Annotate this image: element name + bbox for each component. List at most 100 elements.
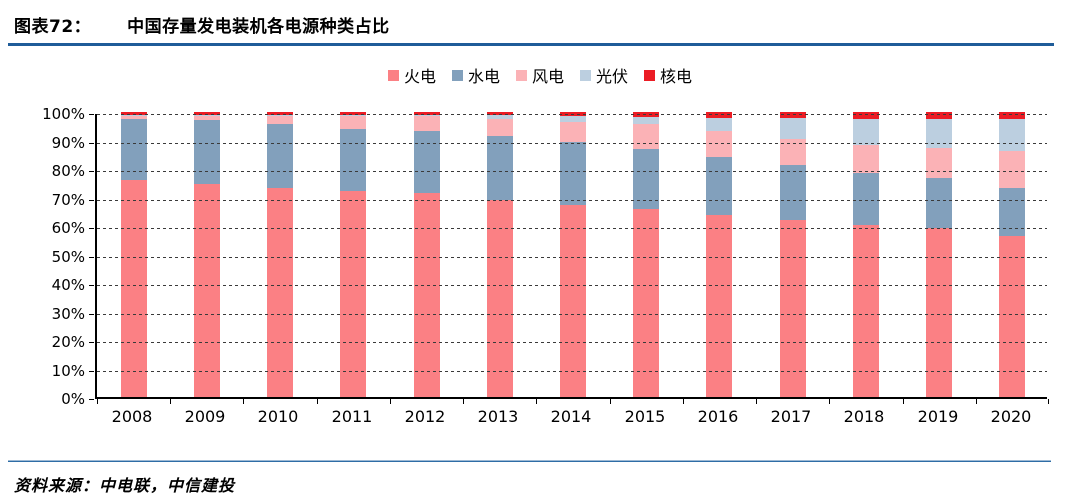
bar-segment-2010-风电 bbox=[267, 115, 293, 124]
figure-number-label: 图表72： bbox=[14, 17, 92, 37]
bar-segment-2018-光伏 bbox=[853, 118, 879, 146]
y-axis-tick bbox=[89, 143, 94, 144]
gridline-40 bbox=[97, 285, 1047, 286]
y-axis-label-30: 30% bbox=[51, 305, 85, 323]
bar-segment-2009-水电 bbox=[194, 120, 220, 185]
bar-segment-2008-火电 bbox=[121, 180, 147, 397]
bar-segment-2010-水电 bbox=[267, 123, 293, 188]
x-axis-label-2017: 2017 bbox=[770, 407, 812, 426]
y-axis-label-80: 80% bbox=[51, 162, 85, 180]
x-axis-label-2018: 2018 bbox=[843, 407, 885, 426]
bar-segment-2014-火电 bbox=[560, 204, 586, 397]
bar-segment-2009-核电 bbox=[194, 111, 220, 115]
x-axis-label-2008: 2008 bbox=[111, 407, 153, 426]
bar-segment-2017-火电 bbox=[780, 219, 806, 397]
gridline-90 bbox=[97, 142, 1047, 144]
x-axis-label-2012: 2012 bbox=[404, 407, 446, 426]
header-divider-line bbox=[8, 43, 1054, 46]
y-axis-tick bbox=[89, 399, 94, 400]
legend-label: 核电 bbox=[660, 67, 693, 86]
legend-item-风电: 风电 bbox=[515, 63, 564, 87]
bar-segment-2011-火电 bbox=[340, 190, 366, 397]
bar-segment-2016-光伏 bbox=[706, 118, 732, 132]
bar-segment-2020-核电 bbox=[999, 112, 1025, 119]
plot-area bbox=[95, 111, 1049, 404]
source-note: 资料来源：中电联，中信建投 bbox=[14, 476, 236, 495]
y-axis-label-40: 40% bbox=[51, 276, 85, 294]
x-axis-tick bbox=[976, 399, 977, 404]
bar-segment-2013-火电 bbox=[487, 199, 513, 397]
bar-segment-2019-核电 bbox=[926, 112, 952, 119]
x-axis-tick bbox=[97, 399, 98, 404]
bar-segment-2012-风电 bbox=[414, 116, 440, 132]
legend-label: 光伏 bbox=[596, 67, 629, 86]
bar-segment-2016-风电 bbox=[706, 131, 732, 158]
bar-segment-2019-光伏 bbox=[926, 118, 952, 149]
gridline-30 bbox=[97, 313, 1047, 315]
x-axis-label-2011: 2011 bbox=[331, 407, 373, 426]
bar-segment-2018-核电 bbox=[853, 112, 879, 119]
bar-segment-2011-核电 bbox=[340, 112, 366, 116]
legend-swatch-icon bbox=[644, 69, 656, 81]
bar-segment-2019-风电 bbox=[926, 148, 952, 178]
bar-segment-2012-核电 bbox=[414, 112, 440, 116]
bar-segment-2016-核电 bbox=[706, 112, 732, 118]
legend-label: 风电 bbox=[531, 67, 564, 86]
bar-segment-2013-风电 bbox=[487, 119, 513, 137]
bar-segment-2020-风电 bbox=[999, 151, 1025, 188]
bar-segment-2011-水电 bbox=[340, 128, 366, 191]
gridline-70 bbox=[97, 199, 1047, 201]
legend-label: 水电 bbox=[467, 67, 500, 86]
y-axis-label-20: 20% bbox=[51, 333, 85, 351]
x-axis-tick bbox=[610, 399, 611, 404]
x-axis-label-2014: 2014 bbox=[550, 407, 592, 426]
x-axis-tick bbox=[536, 399, 537, 404]
bar-segment-2013-水电 bbox=[487, 136, 513, 200]
y-axis-tick bbox=[89, 285, 94, 286]
legend-swatch-icon bbox=[387, 69, 399, 81]
bar-segment-2019-水电 bbox=[926, 177, 952, 229]
bar-segment-2011-光伏 bbox=[340, 115, 366, 116]
y-axis-tick bbox=[89, 371, 94, 372]
y-axis-label-50: 50% bbox=[51, 248, 85, 266]
bar-segment-2015-光伏 bbox=[633, 117, 659, 125]
x-axis-label-2020: 2020 bbox=[990, 407, 1032, 426]
x-axis-tick bbox=[170, 399, 171, 404]
bar-segment-2013-核电 bbox=[487, 112, 513, 116]
y-axis-label-10: 10% bbox=[51, 362, 85, 380]
bar-segment-2014-水电 bbox=[560, 141, 586, 205]
page-title: 中国存量发电装机各电源种类占比 bbox=[127, 17, 390, 37]
x-axis-label-2009: 2009 bbox=[184, 407, 226, 426]
legend-item-光伏: 光伏 bbox=[580, 63, 628, 87]
gridline-100 bbox=[97, 114, 1047, 115]
y-axis-tick bbox=[89, 228, 94, 229]
legend-label: 火电 bbox=[403, 67, 436, 86]
x-axis-tick bbox=[1048, 399, 1049, 404]
bar-segment-2012-光伏 bbox=[414, 115, 440, 116]
figure-header: 图表72： 中国存量发电装机各电源种类占比 bbox=[14, 12, 1064, 37]
legend-swatch-icon bbox=[580, 69, 591, 81]
y-axis-label-90: 90% bbox=[51, 134, 85, 152]
gridline-10 bbox=[97, 370, 1047, 372]
y-axis-tick bbox=[89, 257, 94, 258]
bar-segment-2016-火电 bbox=[706, 214, 732, 397]
bar-segment-2014-光伏 bbox=[560, 116, 586, 122]
x-axis-tick bbox=[903, 399, 904, 404]
bar-segment-2018-水电 bbox=[853, 172, 879, 226]
x-axis-tick bbox=[243, 399, 244, 404]
y-axis-tick bbox=[89, 114, 94, 115]
x-axis-tick bbox=[317, 399, 318, 404]
bar-segment-2020-光伏 bbox=[999, 118, 1025, 152]
bar-segment-2013-光伏 bbox=[487, 115, 513, 120]
bar-segment-2017-光伏 bbox=[780, 117, 806, 139]
x-axis-tick bbox=[463, 399, 464, 404]
bar-segment-2016-水电 bbox=[706, 157, 732, 215]
x-axis-tick bbox=[756, 399, 757, 404]
bar-segment-2020-火电 bbox=[999, 235, 1025, 397]
x-axis-label-2010: 2010 bbox=[257, 407, 299, 426]
legend-item-核电: 核电 bbox=[644, 63, 692, 87]
x-axis-label-2013: 2013 bbox=[477, 407, 519, 426]
legend-item-火电: 火电 bbox=[387, 63, 436, 87]
x-axis-tick bbox=[829, 399, 830, 404]
